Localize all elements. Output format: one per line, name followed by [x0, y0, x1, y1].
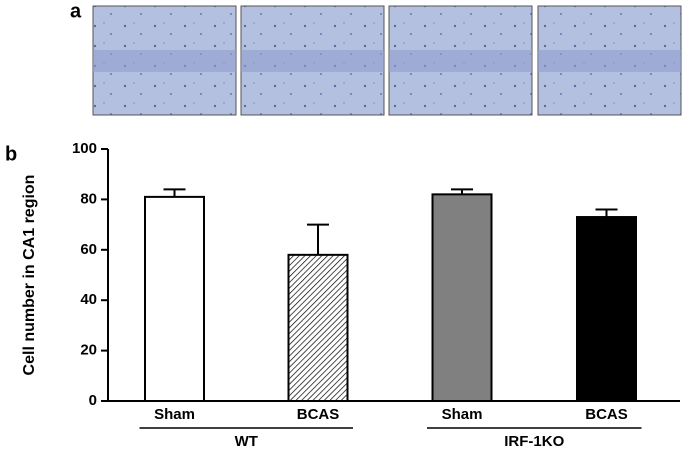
x-tick-label: BCAS: [585, 406, 628, 423]
y-axis-label: Cell number in CA1 region: [21, 175, 38, 376]
micrograph-panel: [92, 5, 682, 116]
bar: [431, 193, 493, 402]
x-tick-label: Sham: [442, 406, 483, 423]
bar: [576, 216, 637, 402]
x-tick-label: BCAS: [297, 406, 340, 423]
y-tick-label: 80: [80, 190, 97, 207]
y-tick-label: 40: [80, 291, 97, 308]
y-tick-label: 60: [80, 241, 97, 258]
y-tick-label: 100: [72, 140, 97, 157]
bar: [144, 195, 205, 402]
x-tick-label: Sham: [154, 406, 195, 423]
y-tick-label: 0: [89, 392, 97, 409]
panel-label: b: [5, 143, 17, 165]
group-label: IRF-1KO: [504, 433, 564, 450]
group-label: WT: [235, 433, 258, 450]
panel-label: a: [70, 0, 82, 22]
bar: [287, 253, 349, 402]
y-tick-label: 20: [80, 342, 97, 359]
